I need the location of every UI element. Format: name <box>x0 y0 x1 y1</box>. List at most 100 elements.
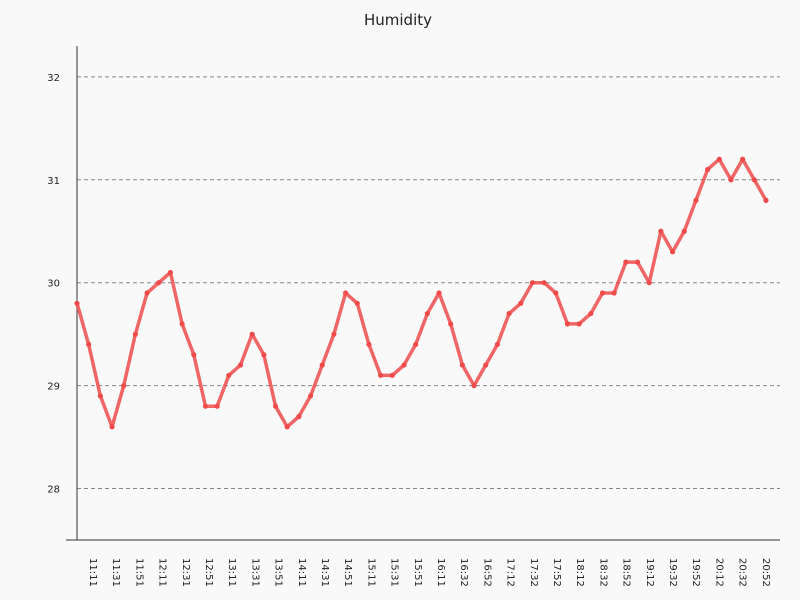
x-tick-label: 11:11 <box>87 558 98 587</box>
data-point <box>366 341 372 348</box>
x-tick-label: 15:51 <box>412 558 423 587</box>
data-point <box>541 280 547 286</box>
x-axis: 11:11 11:31 11:51 12:11 12:31 12:51 13:11 13:31… <box>66 539 780 587</box>
data-point <box>261 352 267 358</box>
data-point <box>471 383 477 389</box>
data-point <box>202 403 209 409</box>
x-tick-label: 14:51 <box>342 558 353 587</box>
y-tick-label: 30 <box>47 279 60 290</box>
x-tick-label: 17:12 <box>505 558 516 587</box>
x-tick-label: 16:52 <box>481 558 492 587</box>
x-tick-label: 12:11 <box>157 558 168 587</box>
data-point <box>646 280 652 286</box>
x-tick-label: 19:12 <box>644 558 655 587</box>
data-point <box>728 177 734 183</box>
x-tick-label: 12:51 <box>203 558 214 587</box>
y-tick-label: 32 <box>47 73 60 84</box>
data-point <box>179 321 185 327</box>
data-point <box>483 362 489 368</box>
x-tick-label: 11:31 <box>110 558 121 587</box>
data-point <box>716 156 722 162</box>
data-point <box>436 290 442 296</box>
data-point <box>97 393 103 399</box>
y-tick-label: 31 <box>47 176 60 187</box>
data-point <box>611 290 617 296</box>
data-point <box>681 228 687 234</box>
data-point <box>109 424 115 430</box>
data-point <box>319 362 325 368</box>
x-tick-label: 15:11 <box>365 558 376 587</box>
data-point <box>658 228 664 234</box>
data-point <box>518 300 524 306</box>
data-point <box>74 300 80 306</box>
x-tick-label: 16:11 <box>435 558 446 587</box>
series-line <box>75 157 768 429</box>
data-point <box>296 413 302 420</box>
x-tick-label: 18:32 <box>597 558 608 587</box>
data-point <box>693 197 699 203</box>
data-point <box>237 362 244 368</box>
data-point <box>307 393 314 399</box>
data-point <box>459 362 465 368</box>
y-axis: 28 29 30 31 32 <box>47 46 78 540</box>
data-point <box>86 341 92 348</box>
x-tick-label: 12:31 <box>180 558 191 587</box>
series-layer <box>74 156 769 430</box>
data-point <box>378 372 384 378</box>
data-point <box>529 280 536 286</box>
data-point <box>599 290 606 296</box>
x-tick-label: 19:52 <box>690 558 701 587</box>
data-point <box>669 249 676 255</box>
x-tick-label: 20:52 <box>760 558 771 587</box>
x-tick-label: 16:32 <box>458 558 469 587</box>
data-point <box>413 341 419 348</box>
data-point <box>121 383 127 389</box>
data-point <box>506 310 512 317</box>
data-point <box>342 290 349 296</box>
data-point <box>564 321 571 327</box>
x-tick-label: 17:32 <box>528 558 539 587</box>
data-point <box>214 403 220 409</box>
x-tick-label: 15:31 <box>389 558 400 587</box>
x-tick-label: 17:52 <box>551 558 562 587</box>
data-point <box>401 362 407 368</box>
y-tick-label: 28 <box>47 485 60 496</box>
chart-title: Humidity <box>364 11 432 29</box>
data-point <box>634 259 641 265</box>
data-point <box>331 331 337 337</box>
data-point <box>763 197 769 203</box>
x-tick-label: 14:31 <box>319 558 330 587</box>
x-tick-label: 13:31 <box>249 558 260 587</box>
data-point <box>132 331 138 337</box>
data-point <box>354 300 360 306</box>
data-point <box>167 269 174 276</box>
data-point <box>144 290 150 296</box>
data-point <box>740 156 746 162</box>
data-point <box>705 166 711 173</box>
y-tick-label: 29 <box>47 382 60 393</box>
x-tick-label: 13:51 <box>273 558 284 587</box>
data-point <box>576 321 582 327</box>
x-tick-label: 18:52 <box>621 558 632 587</box>
data-point <box>249 331 255 337</box>
data-point <box>623 259 629 265</box>
data-point <box>424 310 430 317</box>
grid-layer <box>77 76 780 490</box>
data-point <box>156 280 162 286</box>
data-point <box>284 424 290 430</box>
x-tick-label: 19:32 <box>667 558 678 587</box>
data-point <box>494 341 501 348</box>
data-point <box>191 352 197 358</box>
x-tick-label: 13:11 <box>226 558 237 587</box>
x-tick-label: 20:32 <box>737 558 748 587</box>
data-point <box>588 310 594 317</box>
data-point <box>226 372 232 378</box>
data-point <box>272 403 279 409</box>
data-point <box>448 321 454 327</box>
data-point <box>751 177 757 183</box>
x-tick-label: 11:51 <box>133 558 144 587</box>
x-tick-label: 14:11 <box>296 558 307 587</box>
x-tick-label: 20:12 <box>713 558 724 587</box>
x-tick-label: 18:12 <box>574 558 585 587</box>
